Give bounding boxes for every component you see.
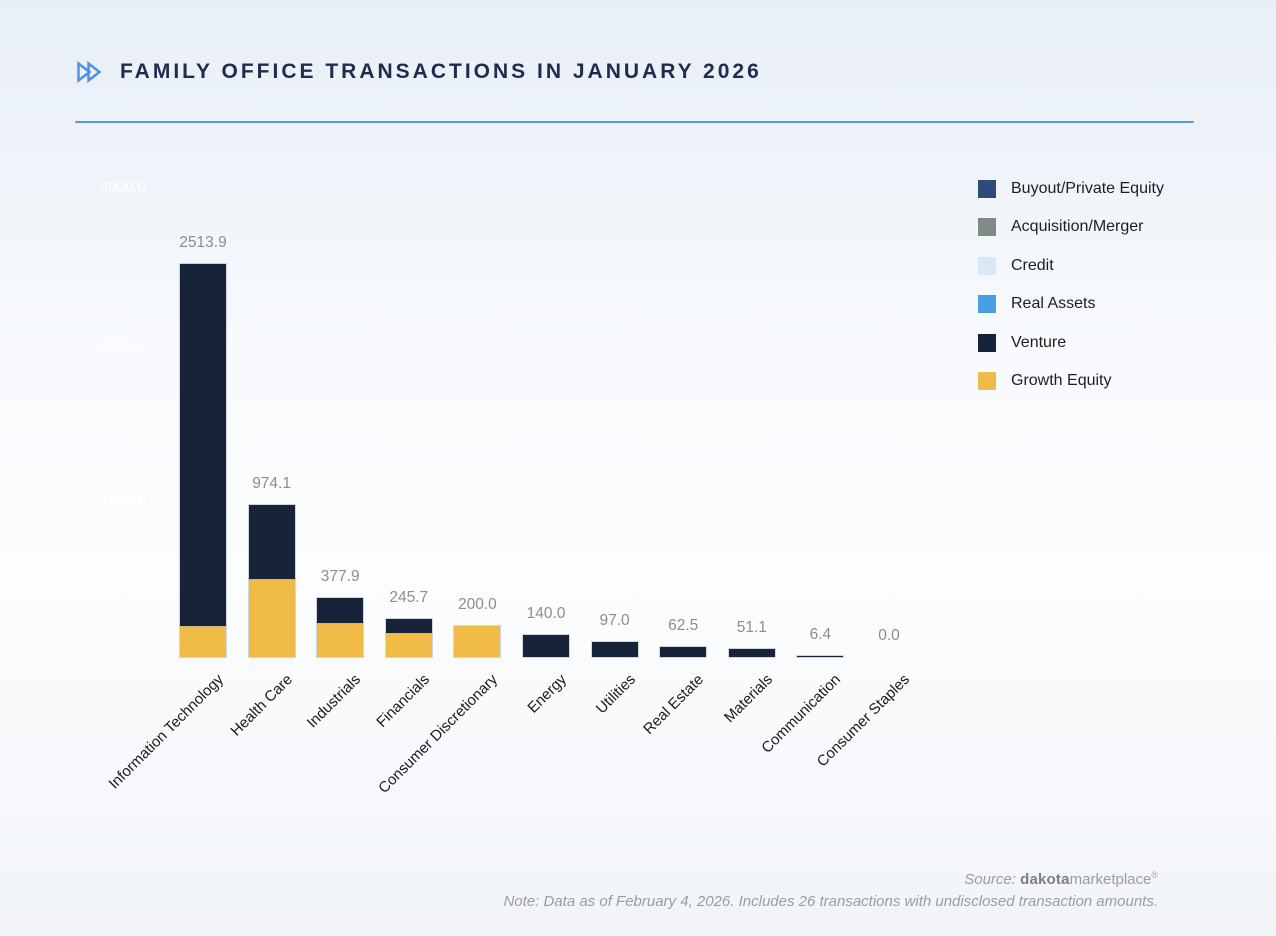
bar-value-label: 6.4 xyxy=(809,625,832,643)
bar-value-label: 974.1 xyxy=(252,474,291,492)
legend-item: Real Assets xyxy=(978,295,1164,314)
legend-label: Buyout/Private Equity xyxy=(1011,179,1164,197)
legend-item: Growth Equity xyxy=(978,372,1164,391)
legend-swatch xyxy=(978,333,996,352)
page-title: FAMILY OFFICE TRANSACTIONS IN JANUARY 20… xyxy=(120,60,762,83)
bar-segment xyxy=(247,577,296,658)
y-axis-tick-label: 1000.0 xyxy=(100,491,146,509)
y-axis-tick-label: 0.0 xyxy=(125,648,146,665)
bar-value-label: 51.1 xyxy=(736,619,767,636)
bar-value-label: 200.0 xyxy=(457,595,497,613)
legend-label: Credit xyxy=(1011,256,1054,274)
registered-mark: ® xyxy=(1151,870,1158,880)
bar-segment xyxy=(384,631,433,658)
legend-label: Real Assets xyxy=(1011,295,1096,312)
title-underline xyxy=(75,121,1194,123)
bar-segment xyxy=(179,263,227,627)
legend-label: Acquisition/Merger xyxy=(1011,218,1144,235)
bar-value-label: 97.0 xyxy=(599,611,630,629)
legend-item: Acquisition/Merger xyxy=(978,218,1164,237)
bar-segment xyxy=(453,624,502,658)
bar-segment xyxy=(590,640,639,658)
note-line: Note: Data as of February 4, 2026. Inclu… xyxy=(503,893,1158,910)
bar-value-label: 62.5 xyxy=(668,617,699,635)
legend-label: Venture xyxy=(1011,333,1067,351)
bar-segment xyxy=(316,621,365,658)
bar-segment xyxy=(179,624,227,658)
bar-value-label: 140.0 xyxy=(526,605,566,623)
legend-item: Credit xyxy=(978,256,1164,275)
header: FAMILY OFFICE TRANSACTIONS IN JANUARY 20… xyxy=(76,60,762,84)
bar-value-label: 245.7 xyxy=(389,588,429,606)
legend-item: Buyout/Private Equity xyxy=(978,179,1164,198)
bar-value-label: 0.0 xyxy=(878,627,900,644)
bar-value-label: 377.9 xyxy=(320,567,360,585)
chart-footer: Source: dakotamarketplace® Note: Data as… xyxy=(503,864,1158,913)
legend-swatch xyxy=(978,372,996,390)
legend-label: Growth Equity xyxy=(1011,372,1112,389)
bar-segment xyxy=(796,654,845,658)
bar-segment xyxy=(522,634,570,658)
bar-segment xyxy=(727,648,776,658)
bar-value-label: 2513.9 xyxy=(179,234,227,251)
legend-swatch xyxy=(978,295,996,313)
legend-item: Venture xyxy=(978,333,1164,352)
bar-segment xyxy=(247,503,296,580)
bar-segment xyxy=(316,596,365,624)
source-label: Source: xyxy=(964,871,1016,888)
double-chevron-right-icon xyxy=(77,61,102,83)
bar-segment xyxy=(384,617,433,634)
bar-segment xyxy=(659,646,708,658)
brand-dakota: dakota xyxy=(1020,871,1070,888)
source-line: Source: dakotamarketplace® xyxy=(503,864,1158,891)
y-axis-tick-label: 2000.0 xyxy=(100,335,146,353)
legend-swatch xyxy=(978,179,996,198)
legend-swatch xyxy=(978,218,996,236)
brand-marketplace: marketplace xyxy=(1069,871,1152,888)
legend-swatch xyxy=(978,256,996,275)
chart-legend: Buyout/Private Equity Acquisition/Merger C… xyxy=(978,179,1164,410)
y-axis-tick-label: 3000.0 xyxy=(100,179,146,196)
